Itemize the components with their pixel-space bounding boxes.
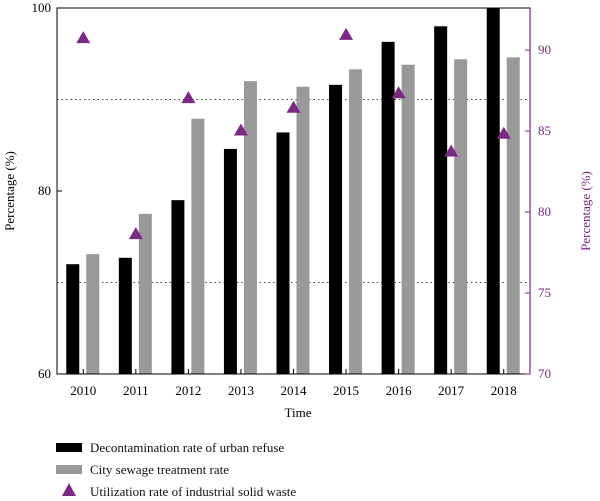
bar-sewage — [86, 254, 100, 374]
legend-triangle-icon — [62, 483, 76, 496]
x-tick-label: 2010 — [70, 383, 96, 398]
bar-decontamination — [329, 84, 343, 375]
marker-solid-waste — [233, 123, 248, 136]
bar-decontamination — [223, 148, 237, 374]
y-tick-label-right: 85 — [538, 123, 551, 138]
legend: Decontamination rate of urban refuse Cit… — [56, 440, 296, 499]
y-tick-label-left: 100 — [32, 0, 52, 15]
y-tick-label-right: 90 — [538, 42, 551, 57]
y-axis-title-right: Percentage (%) — [578, 171, 593, 251]
legend-item-decontamination: Decontamination rate of urban refuse — [56, 440, 284, 455]
x-tick-label: 2015 — [333, 383, 359, 398]
bar-decontamination — [171, 200, 185, 374]
bar-decontamination — [486, 8, 500, 374]
marker-solid-waste — [339, 27, 354, 40]
y-tick-label-left: 80 — [38, 183, 51, 198]
y-tick-label-right: 80 — [538, 204, 551, 219]
x-tick-label: 2014 — [281, 383, 308, 398]
marker-solid-waste — [128, 227, 143, 240]
bar-decontamination — [276, 132, 290, 374]
bar-sewage — [349, 69, 363, 375]
bar-decontamination — [434, 26, 448, 375]
markers — [76, 27, 511, 240]
bar-sewage — [191, 118, 205, 374]
bar-sewage — [454, 59, 468, 375]
x-axis-title: Time — [285, 405, 312, 420]
y-tick-label-right: 75 — [538, 285, 551, 300]
x-tick-label: 2017 — [438, 383, 465, 398]
legend-label-sewage: City sewage treatment rate — [90, 462, 229, 477]
bar-sewage — [401, 64, 415, 374]
bar-sewage — [138, 213, 152, 374]
marker-solid-waste — [76, 31, 91, 44]
bar-sewage — [296, 86, 310, 374]
bars — [66, 8, 520, 375]
legend-label-solid-waste: Utilization rate of industrial solid was… — [90, 484, 296, 499]
x-tick-label: 2011 — [123, 383, 149, 398]
bar-sewage — [243, 81, 257, 374]
y-axis-title-left: Percentage (%) — [2, 151, 17, 231]
axes: 2010 2011 2012 2013 2014 2015 2016 2017 2018 60 80… — [32, 0, 552, 398]
y-tick-label-left: 60 — [38, 366, 51, 381]
x-tick-label: 2013 — [228, 383, 254, 398]
bar-decontamination — [118, 257, 132, 374]
y-tick-label-right: 70 — [538, 366, 551, 381]
marker-solid-waste — [391, 86, 406, 99]
x-tick-label: 2012 — [175, 383, 201, 398]
x-tick-label: 2018 — [491, 383, 517, 398]
legend-item-solid-waste: Utilization rate of industrial solid was… — [62, 483, 296, 499]
marker-solid-waste — [181, 91, 196, 104]
legend-swatch-black — [56, 443, 82, 452]
legend-label-decontamination: Decontamination rate of urban refuse — [90, 440, 284, 455]
legend-swatch-gray — [56, 465, 82, 474]
x-tick-label: 2016 — [386, 383, 413, 398]
legend-item-sewage: City sewage treatment rate — [56, 462, 229, 477]
bar-decontamination — [381, 41, 395, 374]
marker-solid-waste — [496, 126, 511, 139]
bar-sewage — [506, 57, 520, 374]
marker-solid-waste — [286, 100, 301, 113]
bar-decontamination — [66, 264, 80, 374]
marker-solid-waste — [444, 144, 459, 157]
